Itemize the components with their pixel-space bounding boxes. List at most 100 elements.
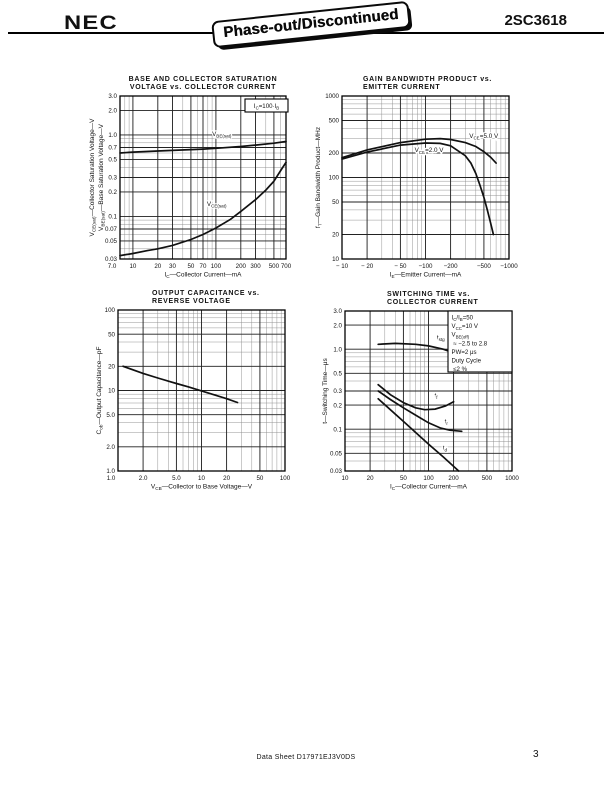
chart-title-line: OUTPUT CAPACITANCE vs. [152,290,260,297]
y-tick-label: 1.0 [106,468,115,475]
y-tick-label: 0.1 [108,214,117,221]
y-tick-label: 0.07 [105,226,118,233]
curve-label-vbe-sat: VBE(sat) [212,131,232,139]
annotation-line: IC=100·IB [254,103,279,111]
x-tick-label: 200 [448,475,459,482]
plot-border [341,95,510,260]
y-tick-label: 2.0 [108,108,117,115]
x-tick-label: 100 [423,475,434,482]
y-tick-label: 0.5 [108,157,117,164]
x-tick-label: −100 [419,263,433,270]
y-tick-label: 50 [108,331,115,338]
chart-title-line: SWITCHING TIME vs. [387,291,470,298]
x-tick-label: 500 [482,475,493,482]
chart-title-line: BASE AND COLLECTOR SATURATION [129,76,278,83]
y-tick-label: 20 [332,232,339,239]
plot-border [344,310,513,472]
y-tick-label: 0.2 [108,189,117,196]
x-tick-label: 50 [187,263,194,270]
x-tick-label: − 50 [394,263,407,270]
chart-switching-time: 10 20 50 100 200 500 1000 3.0 2.0 1.0 0.5 0.3 0.2 0.1… [322,291,519,491]
chart-output-capacitance: 1.0 2.0 5.0 10 20 50 100 100 50 20 10 5.0 2.0 1.0 OUTP… [96,290,291,491]
x-tick-label: 700 [281,263,292,270]
y-tick-label: 2.0 [333,322,342,329]
annotation-line: IC/IB=50 [452,315,474,323]
x-tick-label: 1000 [505,475,519,482]
chart-title-line: COLLECTOR CURRENT [387,299,479,306]
y-tick-label: 100 [105,307,116,314]
y-tick-label: 0.05 [105,238,118,245]
curve-tr [377,390,463,433]
y-tick-label: 200 [329,150,340,157]
x-axis-label: VCB—Collector to Base Voltage—V [151,484,253,492]
curve-label-td: td [443,445,448,453]
x-tick-label: 100 [280,475,291,482]
x-axis-label: IC—Collector Current—mA [164,272,242,280]
x-tick-label: 70 [200,263,207,270]
x-tick-label: 50 [256,475,263,482]
annotation-box [244,98,289,113]
chart-title-line: VOLTAGE vs. COLLECTOR CURRENT [130,84,276,91]
curve-vbe-sat [119,140,287,154]
x-axis-label: IC—Collector Current—mA [390,484,468,492]
y-tick-label: 0.2 [333,402,342,409]
y-axis-label: Cob—Output Capacitance—pF [96,347,104,435]
footer-doc-id: Data Sheet D17971EJ3V0DS [256,754,356,761]
x-tick-label: −500 [477,263,491,270]
annotation-line: VCC=10 V [452,323,479,331]
y-tick-label: 1.0 [108,132,117,139]
x-tick-label: 2.0 [139,475,148,482]
x-tick-label: 20 [367,475,374,482]
x-tick-label: 10 [342,475,349,482]
curve-vce-sat [119,161,287,257]
x-tick-label: 30 [169,263,176,270]
curve-vce-2v [341,142,495,236]
curve-td [377,397,460,472]
annotation-line: VBE(off) [452,332,470,340]
y-tick-label: 1.0 [333,346,342,353]
y-tick-label: 0.03 [330,468,343,475]
chart-gain-bandwidth: − 10 − 20 − 50 −100 −200 −500 −1000 1000 500 200 1… [315,76,518,279]
y-tick-label: 0.3 [333,388,342,395]
y-tick-label: 500 [329,118,340,125]
x-tick-label: 300 [250,263,261,270]
curve-label-vce-5v: VCE=5.0 V [469,133,499,141]
x-tick-label: 20 [223,475,230,482]
y-tick-label: 0.5 [333,371,342,378]
x-tick-label: 20 [154,263,161,270]
x-tick-label: 200 [236,263,247,270]
x-axis-label: IE—Emitter Current—mA [390,272,462,280]
y-tick-label: 2.0 [106,444,115,451]
x-tick-label: 50 [400,475,407,482]
y-tick-label: 0.05 [330,451,343,458]
y-tick-label: 0.7 [108,145,117,152]
chart-title-line: EMITTER CURRENT [363,84,440,91]
y-tick-label: 1000 [325,93,339,100]
x-tick-label: −1000 [500,263,518,270]
x-tick-label: − 20 [361,263,374,270]
x-tick-label: 100 [211,263,222,270]
chart-saturation-voltage: 7.0 10 20 30 50 70 100 200 300 500 700 3.0 2.0 1.0 0.7… [89,76,292,279]
y-tick-label: 3.0 [108,93,117,100]
y-tick-label: 0.03 [105,256,118,263]
x-tick-label: 1.0 [107,475,116,482]
y-axis-label: fT—Gain Bandwidth Product—MHz [315,127,323,228]
chart-title-line: GAIN BANDWIDTH PRODUCT vs. [363,76,492,83]
curve-tf [377,383,455,411]
y-axis-label: VCE(sat)—Collector Saturation Voltage—V [89,118,97,237]
y-tick-label: 10 [332,256,339,263]
curve-vce-5v [341,137,497,164]
curve-cob [122,365,239,404]
curve-label-tstg: tstg [437,334,445,342]
annotation-line: PW=2 μs [452,349,477,356]
y-tick-label: 0.3 [108,175,117,182]
y-tick-label: 20 [108,364,115,371]
annotation-line: Duty Cycle [452,358,482,365]
curve-label-tf: tf [435,392,439,400]
curve-label-tr: tr [445,418,449,426]
curve-label-vce-2v: VCE=2.0 V [415,147,445,155]
x-tick-label: 7.0 [108,263,117,270]
x-tick-label: 10 [198,475,205,482]
x-tick-label: − 10 [336,263,349,270]
